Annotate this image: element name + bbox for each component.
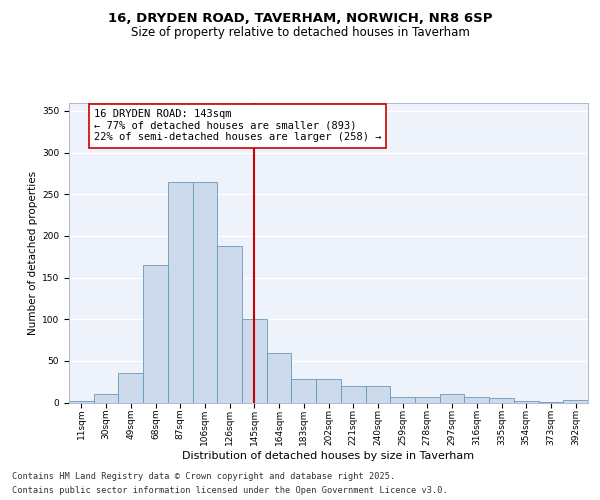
Bar [341,386,365,402]
Bar [69,401,94,402]
Bar [563,400,588,402]
Bar [365,386,390,402]
Text: 16 DRYDEN ROAD: 143sqm
← 77% of detached houses are smaller (893)
22% of semi-de: 16 DRYDEN ROAD: 143sqm ← 77% of detached… [94,109,381,142]
Text: Size of property relative to detached houses in Taverham: Size of property relative to detached ho… [131,26,469,39]
Text: Contains public sector information licensed under the Open Government Licence v3: Contains public sector information licen… [12,486,448,495]
Bar [168,182,193,402]
Bar [464,396,489,402]
Text: 16, DRYDEN ROAD, TAVERHAM, NORWICH, NR8 6SP: 16, DRYDEN ROAD, TAVERHAM, NORWICH, NR8 … [108,12,492,26]
Bar [94,394,118,402]
Bar [267,352,292,403]
X-axis label: Distribution of detached houses by size in Taverham: Distribution of detached houses by size … [182,450,475,460]
Bar [390,396,415,402]
Y-axis label: Number of detached properties: Number of detached properties [28,170,38,334]
Bar [489,398,514,402]
Bar [143,265,168,402]
Bar [316,379,341,402]
Bar [415,396,440,402]
Bar [292,379,316,402]
Text: Contains HM Land Registry data © Crown copyright and database right 2025.: Contains HM Land Registry data © Crown c… [12,472,395,481]
Bar [514,401,539,402]
Bar [242,319,267,402]
Bar [217,246,242,402]
Bar [193,182,217,402]
Bar [440,394,464,402]
Bar [118,374,143,402]
